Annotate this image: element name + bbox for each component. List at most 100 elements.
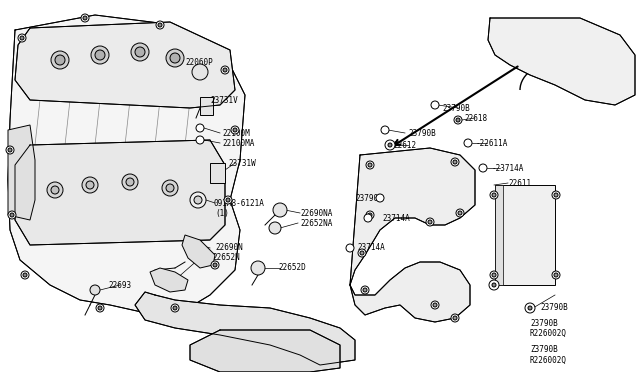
Circle shape [552, 271, 560, 279]
Text: -22611A: -22611A [476, 138, 508, 148]
Circle shape [18, 34, 26, 42]
Text: Z3790B: Z3790B [530, 346, 557, 355]
Circle shape [346, 244, 354, 252]
Circle shape [388, 143, 392, 147]
Circle shape [170, 53, 180, 63]
Text: R226002Q: R226002Q [530, 356, 567, 365]
Circle shape [492, 283, 496, 287]
Circle shape [211, 261, 219, 269]
Circle shape [6, 146, 14, 154]
Circle shape [81, 14, 89, 22]
Circle shape [226, 198, 230, 202]
Bar [495, 185, 555, 285]
Circle shape [223, 68, 227, 72]
Circle shape [426, 218, 434, 226]
Circle shape [213, 263, 217, 267]
Text: 23790B: 23790B [355, 193, 383, 202]
Text: 22100M: 22100M [222, 128, 250, 138]
Text: 23714A: 23714A [357, 244, 385, 253]
Circle shape [95, 50, 105, 60]
Text: 23790B: 23790B [442, 103, 470, 112]
Circle shape [552, 191, 560, 199]
Circle shape [158, 23, 162, 27]
Circle shape [231, 126, 239, 134]
Text: 22690N: 22690N [215, 244, 243, 253]
Text: R226002Q: R226002Q [530, 328, 567, 337]
Circle shape [10, 213, 14, 217]
Circle shape [366, 211, 374, 219]
Polygon shape [15, 140, 225, 245]
Circle shape [451, 158, 459, 166]
Text: 23714A: 23714A [382, 214, 410, 222]
Circle shape [96, 304, 104, 312]
Circle shape [233, 128, 237, 132]
Circle shape [464, 139, 472, 147]
Text: 091A8-6121A: 091A8-6121A [213, 199, 264, 208]
Text: 23790B: 23790B [540, 304, 568, 312]
Circle shape [173, 306, 177, 310]
Text: 23731V: 23731V [210, 96, 237, 105]
Text: 22611: 22611 [508, 179, 531, 187]
Circle shape [98, 306, 102, 310]
Polygon shape [182, 235, 215, 268]
Circle shape [453, 316, 457, 320]
Circle shape [131, 43, 149, 61]
Text: -23714A: -23714A [492, 164, 524, 173]
Circle shape [454, 116, 462, 124]
Circle shape [8, 211, 16, 219]
Circle shape [453, 160, 457, 164]
Polygon shape [8, 125, 35, 220]
Circle shape [554, 273, 558, 277]
Circle shape [368, 163, 372, 167]
Text: 22690NA: 22690NA [300, 208, 332, 218]
Circle shape [91, 46, 109, 64]
Circle shape [431, 101, 439, 109]
Text: 22652D: 22652D [278, 263, 306, 273]
Circle shape [385, 140, 395, 150]
Circle shape [221, 66, 229, 74]
Circle shape [224, 196, 232, 204]
Circle shape [361, 286, 369, 294]
Circle shape [376, 194, 384, 202]
Circle shape [47, 182, 63, 198]
Circle shape [358, 249, 366, 257]
Circle shape [433, 303, 437, 307]
Circle shape [86, 181, 94, 189]
Circle shape [122, 174, 138, 190]
Text: 22612: 22612 [393, 141, 416, 150]
Bar [210, 163, 225, 183]
Polygon shape [135, 292, 355, 365]
Circle shape [8, 148, 12, 152]
Circle shape [196, 136, 204, 144]
Circle shape [171, 304, 179, 312]
Circle shape [366, 161, 374, 169]
Circle shape [554, 193, 558, 197]
Circle shape [196, 124, 204, 132]
Circle shape [489, 280, 499, 290]
Circle shape [456, 209, 464, 217]
Circle shape [162, 180, 178, 196]
Circle shape [55, 55, 65, 65]
Text: (1): (1) [215, 208, 229, 218]
Polygon shape [150, 268, 188, 292]
Circle shape [428, 220, 432, 224]
Circle shape [363, 288, 367, 292]
Text: 23731W: 23731W [228, 158, 256, 167]
Polygon shape [8, 15, 245, 315]
Circle shape [166, 49, 184, 67]
Circle shape [194, 196, 202, 204]
Polygon shape [350, 148, 475, 322]
Circle shape [525, 303, 535, 313]
Circle shape [51, 51, 69, 69]
Bar [200, 97, 213, 115]
Circle shape [451, 314, 459, 322]
Text: 22060P: 22060P [185, 58, 212, 67]
Text: 22100MA: 22100MA [222, 138, 254, 148]
Polygon shape [15, 22, 235, 108]
Text: 23790B: 23790B [408, 128, 436, 138]
Circle shape [192, 64, 208, 80]
Text: 22618: 22618 [464, 113, 487, 122]
Circle shape [269, 222, 281, 234]
Circle shape [528, 306, 532, 310]
Circle shape [156, 21, 164, 29]
